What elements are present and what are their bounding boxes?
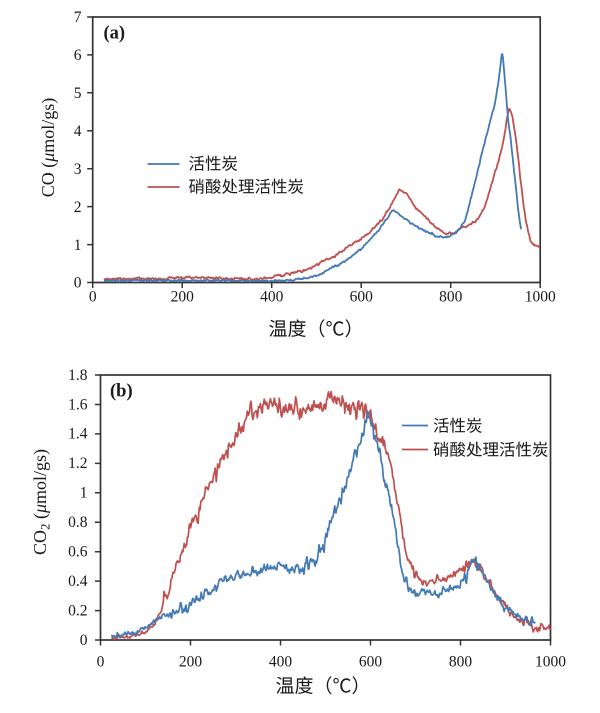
- svg-text:0: 0: [89, 289, 97, 306]
- svg-text:0.2: 0.2: [68, 602, 87, 619]
- svg-text:6: 6: [74, 47, 82, 64]
- svg-text:5: 5: [74, 85, 82, 102]
- svg-text:4: 4: [74, 123, 82, 140]
- svg-text:(a): (a): [104, 24, 126, 44]
- svg-text:0: 0: [80, 632, 88, 649]
- svg-text:7: 7: [74, 9, 82, 26]
- svg-text:1.4: 1.4: [68, 426, 88, 443]
- svg-text:(b): (b): [110, 382, 133, 402]
- svg-text:0.8: 0.8: [68, 514, 88, 531]
- svg-text:0: 0: [97, 654, 105, 671]
- svg-text:0.4: 0.4: [68, 573, 88, 590]
- svg-text:600: 600: [350, 289, 374, 306]
- svg-text:3: 3: [74, 161, 82, 178]
- svg-text:400: 400: [260, 289, 284, 306]
- svg-text:0: 0: [74, 275, 82, 292]
- svg-text:1000: 1000: [535, 654, 566, 671]
- svg-text:800: 800: [439, 289, 463, 306]
- svg-text:1000: 1000: [525, 289, 556, 306]
- svg-text:1.6: 1.6: [68, 396, 88, 413]
- svg-text:1.8: 1.8: [68, 367, 88, 384]
- svg-text:2: 2: [74, 199, 82, 216]
- svg-text:1.2: 1.2: [68, 455, 87, 472]
- svg-text:200: 200: [179, 654, 203, 671]
- svg-text:0.6: 0.6: [68, 544, 88, 561]
- svg-text:1: 1: [74, 237, 82, 254]
- svg-text:600: 600: [359, 654, 383, 671]
- svg-text:400: 400: [269, 654, 293, 671]
- svg-text:1: 1: [80, 485, 88, 502]
- svg-text:CO (μmol/gs): CO (μmol/gs): [38, 98, 59, 198]
- svg-text:200: 200: [171, 289, 195, 306]
- svg-text:CO2 (μmol/gs): CO2 (μmol/gs): [30, 449, 53, 555]
- svg-text:800: 800: [449, 654, 473, 671]
